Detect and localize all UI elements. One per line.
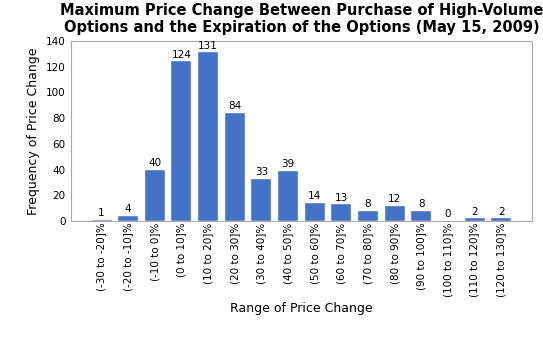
Bar — [305, 203, 325, 221]
Bar — [118, 216, 138, 221]
Text: 12: 12 — [388, 194, 401, 204]
Bar — [172, 62, 192, 221]
Text: 0: 0 — [445, 209, 451, 219]
Text: 2: 2 — [471, 207, 478, 217]
Text: 13: 13 — [334, 193, 348, 203]
Bar — [331, 204, 351, 221]
Text: 8: 8 — [365, 199, 371, 209]
Bar — [145, 170, 165, 221]
Bar — [92, 220, 111, 221]
Y-axis label: Frequency of Price Change: Frequency of Price Change — [28, 47, 40, 215]
Text: 39: 39 — [281, 159, 295, 169]
Bar — [384, 206, 405, 221]
Bar — [491, 218, 511, 221]
Bar — [198, 52, 218, 221]
Text: 33: 33 — [255, 167, 268, 177]
Text: 14: 14 — [308, 191, 321, 201]
Text: 8: 8 — [418, 199, 425, 209]
Text: 124: 124 — [172, 50, 192, 60]
Bar — [358, 211, 378, 221]
Bar — [411, 211, 431, 221]
Bar — [225, 113, 245, 221]
Text: 1: 1 — [98, 208, 105, 218]
Title: Maximum Price Change Between Purchase of High-Volume
Options and the Expiration : Maximum Price Change Between Purchase of… — [60, 3, 543, 35]
Text: 40: 40 — [148, 158, 161, 168]
X-axis label: Range of Price Change: Range of Price Change — [230, 303, 372, 316]
Bar — [278, 171, 298, 221]
Text: 84: 84 — [228, 101, 242, 111]
Text: 131: 131 — [198, 41, 218, 51]
Text: 2: 2 — [498, 207, 504, 217]
Text: 4: 4 — [125, 204, 131, 214]
Bar — [465, 218, 484, 221]
Bar — [251, 178, 272, 221]
